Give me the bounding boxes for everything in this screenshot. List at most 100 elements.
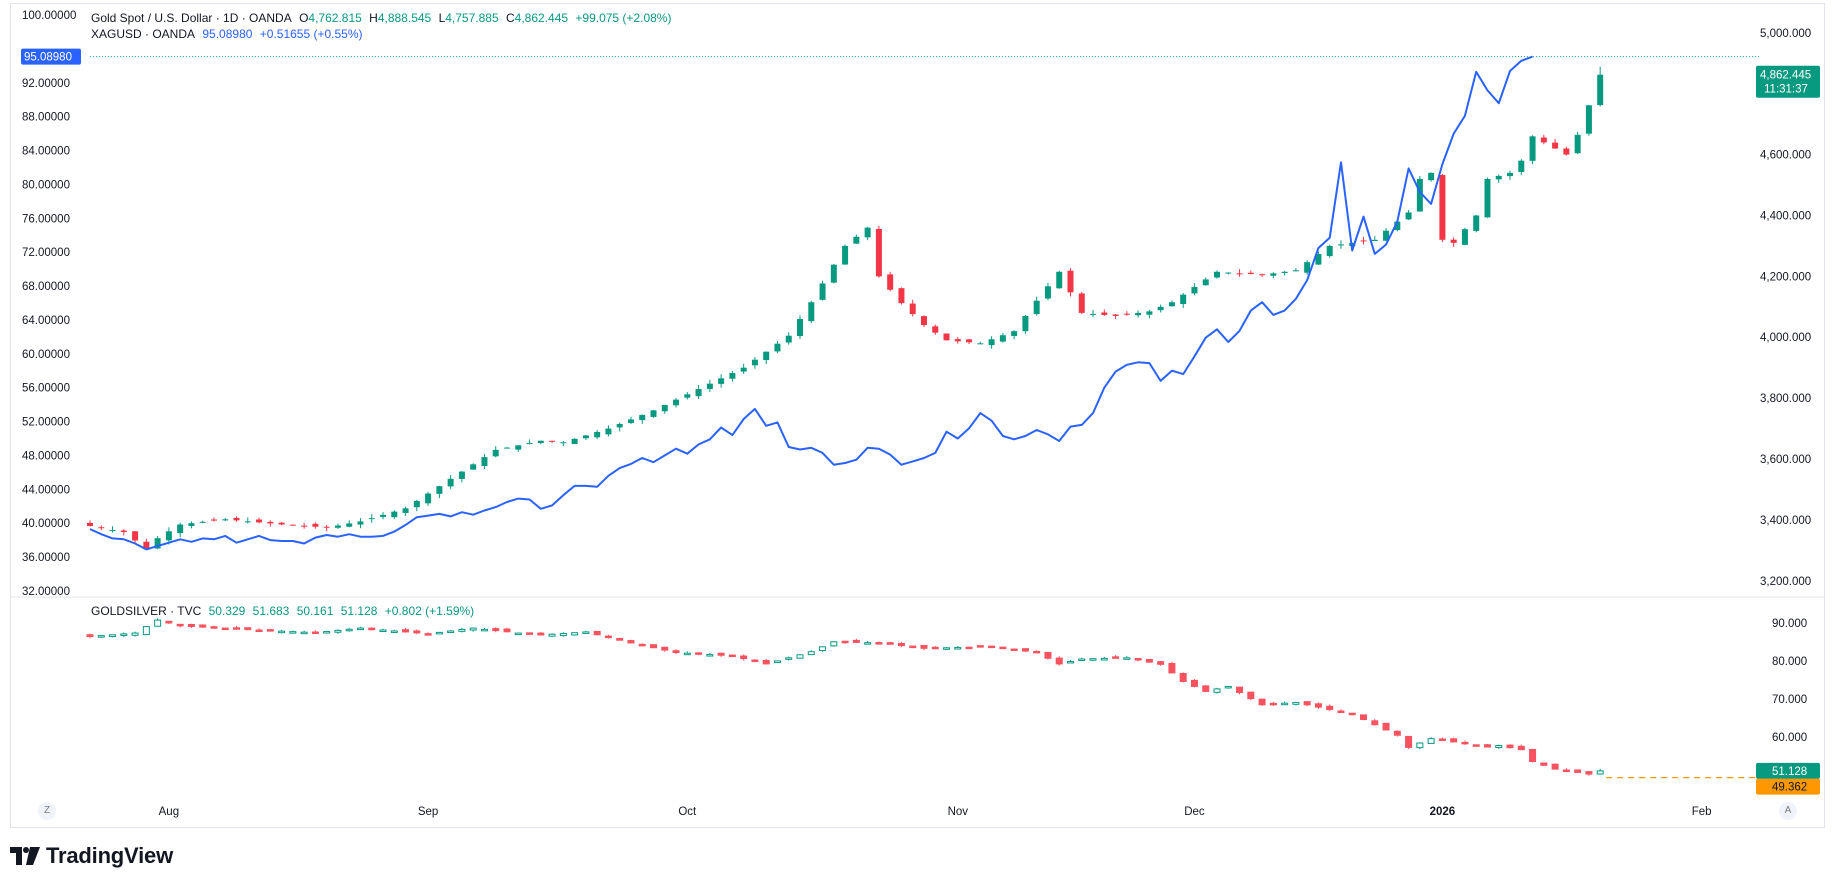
ratio-candle [368,627,376,631]
ratio-candle [1010,648,1018,652]
ratio-last-value-tag [1756,762,1820,779]
ratio-candle [492,628,500,632]
gold-candle [785,335,792,343]
silver-axis-tick: 80.00000 [22,179,70,191]
ratio-candle [988,645,996,649]
ratio-candle [897,642,905,647]
gold-candle [143,541,150,549]
gold-low: 4,757.885 [445,11,499,25]
gold-candle [1360,240,1367,242]
gold-candle [1304,262,1311,273]
gold-candle [1101,312,1108,315]
ratio-candle [1157,661,1165,665]
gold-high-label: H [369,11,378,25]
gold-candle [1135,312,1142,316]
gold-candle [1439,175,1446,240]
ratio-candle [1461,741,1469,745]
gold-candle [210,519,217,521]
ratio-axis-tick: 80.000 [1772,656,1807,668]
ratio-candle [435,631,443,635]
gold-candle [1011,331,1018,336]
gold-candle [1044,286,1051,299]
ratio-candle [1371,720,1379,726]
gold-candle [1394,221,1401,231]
gold-candle [797,318,804,336]
gold-candle [1507,172,1514,177]
silver-axis-tick: 32.00000 [22,586,70,598]
gold-candle [1450,239,1457,243]
gold-candle [920,316,927,326]
ratio-candle [514,632,522,636]
ratio-candle [650,644,657,649]
gold-candle [289,524,296,526]
ratio-axis-tick: 60.000 [1772,732,1807,744]
ratio-candle [773,660,781,664]
ratio-candle [1112,656,1120,659]
ratio-candle [886,642,894,645]
ratio-axis-tick: 90.000 [1772,618,1807,630]
ratio-candle [1236,686,1244,694]
gold-candle [1022,315,1029,332]
gold-candle [830,264,837,283]
gold-candle [1428,172,1435,181]
gold-candle [481,457,488,467]
tradingview-logo[interactable]: TradingView [10,843,173,869]
ratio-candle [323,631,331,634]
gold-candle [1202,279,1209,286]
ratio-candle [1495,744,1503,749]
ratio-candle [627,640,635,644]
time-axis-label: Aug [159,806,179,818]
ratio-candle [1168,662,1176,674]
ratio-candle [480,628,488,632]
gold-candle [988,339,995,346]
ratio-candle [1145,658,1153,663]
ratio-candle [1348,712,1356,716]
goldsilver-candles [86,618,1760,779]
zoom-button[interactable]: Z [38,802,56,820]
ratio-candle [1574,769,1582,773]
gold-candle [98,527,105,529]
silver-axis-tick: 36.00000 [22,552,70,564]
gold-candle [267,521,274,524]
gold-candle [368,518,375,520]
gold-candle [256,519,263,523]
gold-open: 4,762.815 [308,11,362,25]
ratio-close: 51.128 [340,604,378,618]
ratio-title: GOLDSILVER · TVC [91,604,202,618]
ratio-candle [311,631,319,635]
ratio-candle [841,640,849,644]
gold-candle [1270,273,1277,276]
gold-candle [909,303,916,315]
gold-candle [887,274,894,290]
gold-candle [1180,294,1187,304]
gold-candle [1259,274,1266,276]
gold-candle [763,351,770,360]
gold-candle [1112,314,1119,316]
silver-axis-tick: 84.00000 [22,146,70,158]
gold-candle [594,431,601,438]
gold-candle [1214,271,1220,278]
silver-axis-tick: 92.00000 [22,78,70,90]
ratio-candle [1506,744,1514,749]
ratio-candle [1258,698,1266,706]
gold-candle [87,522,93,526]
ratio-candle [1562,769,1570,773]
gold-candle [1247,272,1254,275]
gold-candle [1123,313,1130,315]
gold-candle [537,440,544,444]
ratio-candle [233,627,241,630]
gold-candle [1326,245,1333,257]
auto-scale-button[interactable]: A [1779,802,1797,820]
time-axis-label: Oct [678,806,697,818]
gold-candle [808,302,815,322]
gold-candle [639,414,646,421]
ratio-candle [830,641,838,647]
gold-candle [999,335,1006,342]
chart-frame [10,3,1825,828]
gold-candle [346,523,353,527]
gold-candle [1225,272,1232,274]
ratio-candle [604,635,612,639]
gold-candle [966,339,973,343]
gold-close: 4,862.445 [514,11,569,25]
